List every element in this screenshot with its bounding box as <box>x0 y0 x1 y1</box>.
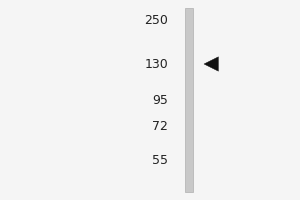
Bar <box>185 8 193 192</box>
Text: 130: 130 <box>144 58 168 71</box>
Text: 95: 95 <box>152 94 168 106</box>
Text: 72: 72 <box>152 119 168 132</box>
Text: 55: 55 <box>152 154 168 166</box>
Polygon shape <box>204 57 218 71</box>
Text: 250: 250 <box>144 14 168 26</box>
